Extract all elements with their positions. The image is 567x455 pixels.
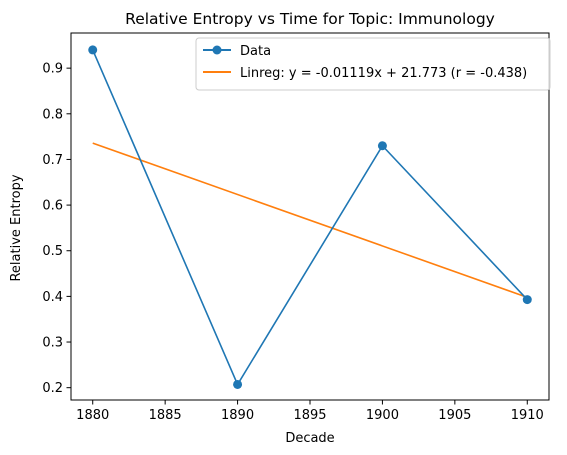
y-tick-label: 0.7 — [42, 153, 63, 168]
x-tick-label: 1880 — [76, 408, 109, 423]
chart-title: Relative Entropy vs Time for Topic: Immu… — [125, 10, 495, 28]
x-tick-label: 1885 — [149, 408, 182, 423]
data-point — [522, 295, 532, 305]
x-axis-label: Decade — [285, 431, 334, 446]
y-tick-label: 0.2 — [42, 381, 63, 396]
y-tick-label: 0.5 — [42, 244, 63, 259]
y-tick-label: 0.8 — [42, 107, 63, 122]
data-point — [377, 141, 387, 151]
x-tick-label: 1900 — [366, 408, 399, 423]
x-tick-label: 1890 — [221, 408, 254, 423]
x-axis: 1880 1885 1890 1895 1900 1905 1910 — [76, 400, 544, 423]
data-point — [233, 379, 243, 389]
y-tick-label: 0.3 — [42, 336, 63, 351]
legend-box — [195, 37, 551, 91]
legend-label-linreg: Linreg: y = -0.01119x + 21.773 (r = -0.4… — [240, 66, 527, 81]
data-point — [88, 45, 98, 55]
x-tick-label: 1910 — [511, 408, 544, 423]
y-tick-label: 0.6 — [42, 199, 63, 214]
y-tick-label: 0.9 — [42, 62, 63, 77]
y-axis: 0.2 0.3 0.4 0.5 0.6 0.7 0.8 0.9 — [42, 62, 71, 396]
y-axis-label: Relative Entropy — [9, 174, 24, 281]
data-series-line — [91, 49, 528, 386]
series-layer — [88, 45, 532, 389]
legend-marker-data — [212, 45, 222, 55]
legend-label-data: Data — [240, 44, 271, 59]
x-tick-label: 1905 — [438, 408, 471, 423]
x-tick-label: 1895 — [293, 408, 326, 423]
y-tick-label: 0.4 — [42, 290, 63, 305]
legend: Data Linreg: y = -0.01119x + 21.773 (r =… — [195, 37, 551, 91]
linreg-series-line — [92, 142, 528, 299]
